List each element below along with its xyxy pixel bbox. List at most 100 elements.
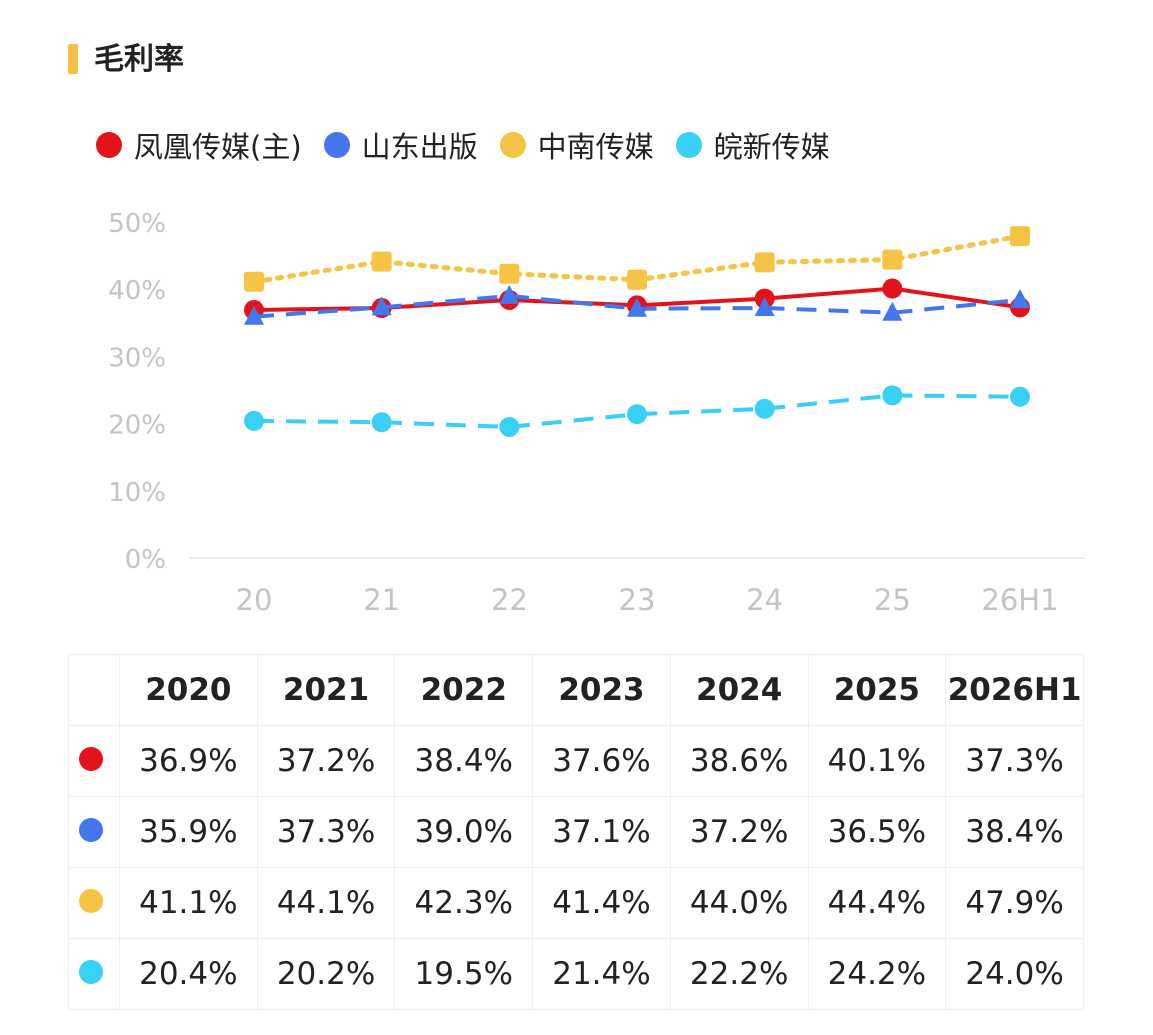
chart-legend: 凤凰传媒(主) 山东出版 中南传媒 皖新传媒 [96,124,830,166]
legend-marker-wanxin [675,132,702,158]
series-point-1 [499,284,520,304]
table-cell: 37.1% [532,796,671,868]
x-tick-label: 21 [363,583,400,617]
table-cell: 39.0% [394,796,534,868]
x-tick-label: 23 [619,583,656,617]
y-tick-label: 20% [108,411,166,441]
series-point-2 [499,263,520,284]
table-cell: 24.2% [807,938,947,1010]
table-header-cell: 2021 [256,654,396,726]
table-cell: 42.3% [394,867,534,939]
table-cell: 44.1% [256,867,396,939]
series-point-1 [882,301,903,321]
table-row: 35.9% 37.3% 39.0% 37.1% 37.2% 36.5% 38.4… [68,796,1084,868]
series-point-0 [882,278,903,299]
series-point-1 [244,305,264,325]
table-cell: 37.2% [256,725,396,797]
y-tick-label: 50% [108,209,166,239]
table-cell: 41.1% [119,867,258,939]
table-cell: 47.9% [945,867,1084,939]
series-point-1 [1010,288,1030,308]
table-cell: 44.0% [669,867,809,939]
table-cell: 37.3% [256,796,396,868]
table-cell: 21.4% [532,938,671,1010]
legend-marker-zhongnan [499,132,526,158]
series-point-2 [627,269,647,290]
x-tick-label: 26H1 [981,583,1058,617]
table-cell: 22.2% [669,938,809,1010]
table-cell: 40.1% [807,725,947,797]
row-marker-shandong [79,818,103,842]
table-corner-cell [68,654,120,726]
table-cell: 38.4% [394,725,534,797]
y-tick-label: 30% [108,343,166,373]
series-point-3 [1010,386,1030,407]
series-point-3 [754,398,775,419]
legend-item-zhongnan[interactable]: 中南传媒 [499,124,654,166]
row-marker-wanxin [79,960,103,984]
legend-item-wanxin[interactable]: 皖新传媒 [675,124,830,166]
series-point-3 [244,410,264,431]
legend-item-phoenix[interactable]: 凤凰传媒(主) [96,124,302,166]
y-tick-label: 40% [108,276,166,306]
row-marker-cell [68,867,120,939]
row-marker-cell [68,725,120,797]
legend-marker-phoenix [96,132,122,158]
legend-marker-shandong [323,132,350,158]
line-chart: 0% 10% 20% 30% 40% 50% 20 21 22 23 24 25 26H1 [108,209,1085,617]
table-row: 20.4% 20.2% 19.5% 21.4% 22.2% 24.2% 24.0… [68,938,1084,1010]
series-point-2 [1010,226,1030,247]
row-marker-zhongnan [79,889,103,913]
y-tick-label: 10% [108,478,166,508]
x-tick-label: 25 [874,583,911,617]
table-row: 41.1% 44.1% 42.3% 41.4% 44.0% 44.4% 47.9… [68,867,1084,939]
row-marker-cell [68,796,120,868]
table-header-cell: 2023 [532,654,671,726]
row-marker-cell [68,938,120,1010]
x-tick-label: 24 [746,583,783,617]
series-point-3 [371,412,392,433]
y-tick-label: 0% [125,545,166,575]
table-cell: 41.4% [532,867,671,939]
series-point-2 [882,249,903,270]
table-header-cell: 2020 [119,654,258,726]
table-cell: 36.5% [807,796,947,868]
table-cell: 36.9% [119,725,258,797]
table-header-cell: 2025 [807,654,947,726]
table-cell: 35.9% [119,796,258,868]
table-cell: 19.5% [394,938,534,1010]
table-cell: 38.4% [945,796,1084,868]
table-header-cell: 2022 [394,654,534,726]
row-marker-phoenix [79,747,103,771]
table-cell: 20.2% [256,938,396,1010]
table-cell: 44.4% [807,867,947,939]
table-cell: 24.0% [945,938,1084,1010]
table-row: 36.9% 37.2% 38.4% 37.6% 38.6% 40.1% 37.3… [68,725,1084,797]
series-point-3 [627,404,647,425]
table-cell: 37.2% [669,796,809,868]
table-cell: 20.4% [119,938,258,1010]
page-title: 毛利率 [94,42,184,77]
series-point-2 [754,252,775,273]
legend-item-shandong[interactable]: 山东出版 [323,124,478,166]
x-tick-label: 20 [236,583,273,617]
legend-label-shandong: 山东出版 [361,130,478,164]
series-point-2 [371,251,392,272]
series-point-2 [244,271,264,292]
table-header-row: 2020 2021 2022 2023 2024 2025 2026H1 [68,654,1084,726]
x-tick-label: 22 [491,583,528,617]
table-cell: 37.6% [532,725,671,797]
legend-label-zhongnan: 中南传媒 [537,130,654,164]
series-point-1 [371,296,392,316]
table-header-cell: 2026H1 [945,654,1084,726]
series-point-3 [882,385,903,406]
title-accent-bar [68,44,78,74]
legend-label-phoenix: 凤凰传媒(主) [134,130,302,164]
legend-label-wanxin: 皖新传媒 [713,130,830,164]
table-header-cell: 2024 [669,654,809,726]
table-cell: 38.6% [669,725,809,797]
series-point-1 [627,297,647,317]
table-cell: 37.3% [945,725,1084,797]
series-point-1 [754,297,775,317]
data-table: 2020 2021 2022 2023 2024 2025 2026H1 36.… [68,654,1084,1010]
